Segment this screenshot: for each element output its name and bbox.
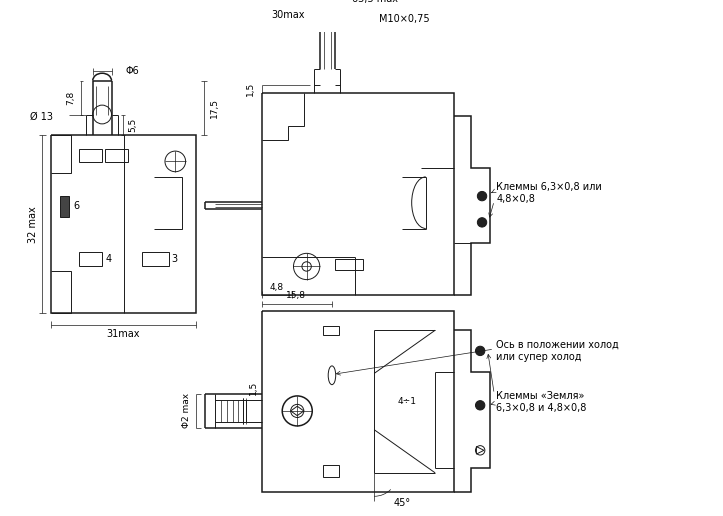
Bar [60, 196, 69, 217]
Text: 31max: 31max [106, 329, 140, 339]
Text: 6: 6 [74, 201, 80, 212]
Circle shape [476, 400, 485, 410]
Text: 17,5: 17,5 [210, 98, 219, 118]
Bar [322, 465, 340, 477]
Bar [322, 326, 340, 335]
Bar [105, 149, 129, 163]
Text: 30max: 30max [271, 10, 304, 20]
Text: 4,8×0,8: 4,8×0,8 [496, 194, 535, 204]
Text: 4,8: 4,8 [270, 283, 283, 292]
Text: Ø 13: Ø 13 [30, 111, 54, 121]
Text: 45°: 45° [394, 498, 411, 508]
Circle shape [477, 218, 487, 227]
Text: Ось в положении холод: Ось в положении холод [496, 340, 619, 349]
Text: Φ6: Φ6 [125, 67, 139, 76]
Text: 5,5: 5,5 [129, 118, 137, 132]
Text: 6,3×0,8 и 4,8×0,8: 6,3×0,8 и 4,8×0,8 [496, 403, 586, 413]
Text: 15,8: 15,8 [286, 291, 307, 300]
Circle shape [476, 346, 485, 356]
Bar [335, 259, 363, 270]
Text: 3: 3 [171, 254, 177, 264]
Text: Клеммы 6,3×0,8 или: Клеммы 6,3×0,8 или [496, 182, 602, 192]
Text: 7,8: 7,8 [67, 90, 76, 105]
Bar [142, 252, 168, 266]
Text: 1,5: 1,5 [246, 82, 254, 96]
Text: 63,5 max: 63,5 max [352, 0, 398, 4]
Text: M10×0,75: M10×0,75 [379, 14, 429, 24]
Text: или супер холод: или супер холод [496, 352, 581, 362]
Bar [79, 149, 102, 163]
Text: Клеммы «Земля»: Клеммы «Земля» [496, 391, 584, 401]
Circle shape [477, 191, 487, 201]
Text: 1,5: 1,5 [249, 380, 257, 395]
Text: 32 max: 32 max [27, 206, 38, 243]
Text: Φ2 max: Φ2 max [182, 393, 191, 428]
Text: 4÷1: 4÷1 [398, 397, 416, 406]
Text: 4: 4 [106, 254, 112, 264]
Bar [79, 252, 102, 266]
